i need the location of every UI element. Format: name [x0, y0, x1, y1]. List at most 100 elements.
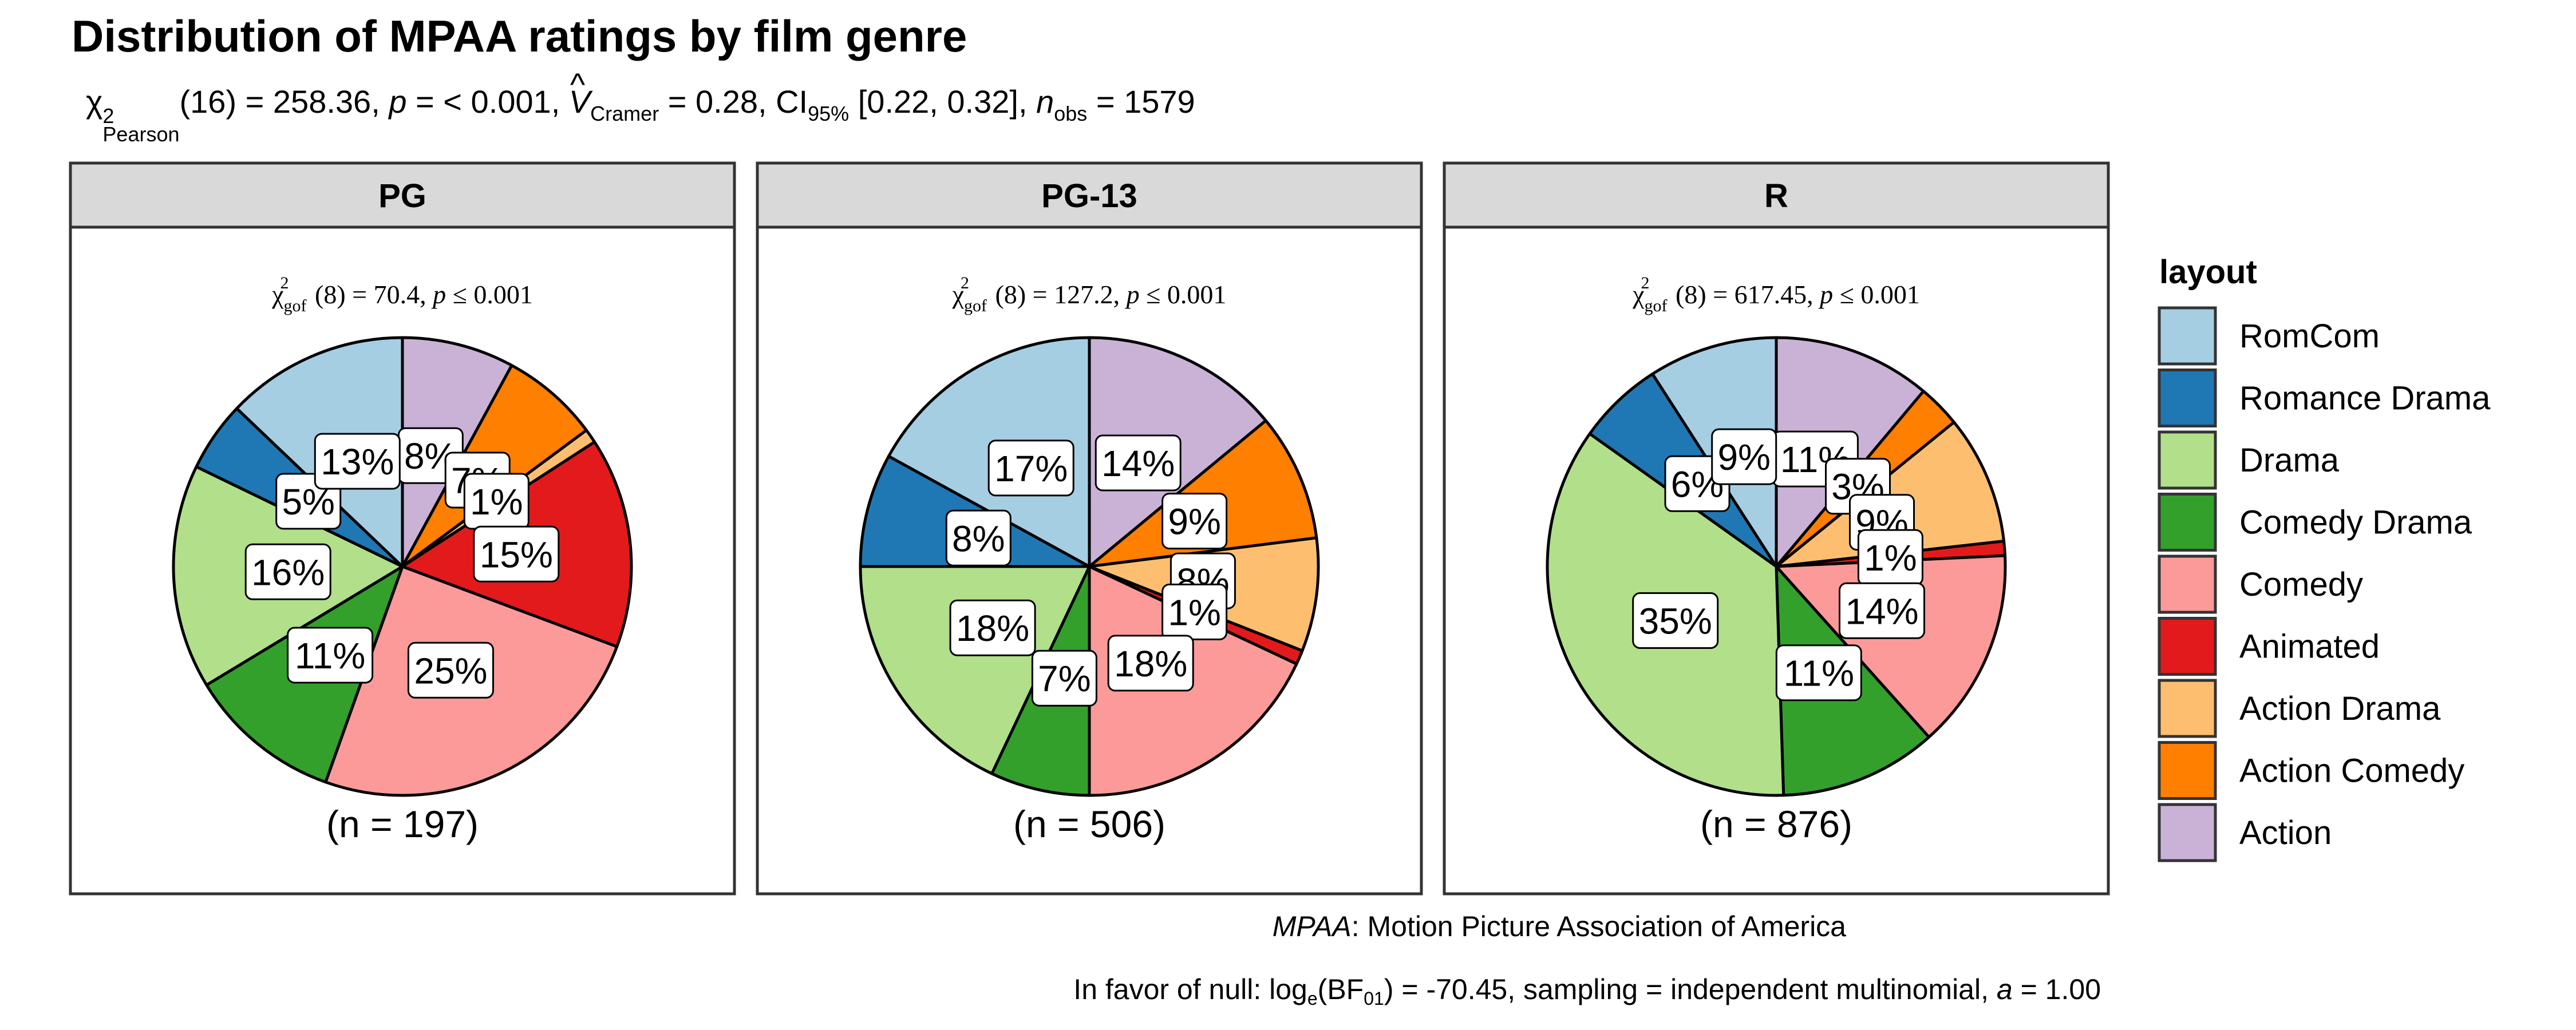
- bf-log-sub: e: [1307, 988, 1318, 1009]
- legend-key-animated: [2158, 617, 2217, 676]
- chart-title: Distribution of MPAA ratings by film gen…: [72, 11, 967, 61]
- legend-item-action-drama: Action Drama: [2158, 679, 2441, 738]
- pie-label-pg-13-comedy-drama: 7%: [1031, 649, 1097, 707]
- bf-bf: (BF: [1317, 973, 1364, 1005]
- svg-text:1%: 1%: [470, 481, 523, 522]
- legend-item-comedy-drama: Comedy Drama: [2158, 493, 2472, 552]
- legend-key-action: [2158, 803, 2217, 862]
- legend-label-comedy-drama: Comedy Drama: [2239, 504, 2472, 541]
- legend-item-romance-drama: Romance Drama: [2158, 369, 2491, 427]
- pie-label-pg-action-drama: 1%: [463, 473, 530, 530]
- pie-slice-r-comedy: [1775, 554, 2007, 739]
- panel-n-label-r: (n = 876): [1700, 803, 1852, 845]
- gof-pval: ≤ 0.001: [1140, 280, 1227, 309]
- n-symbol: n: [1036, 84, 1054, 120]
- gof-chi-sup: 2: [280, 274, 289, 292]
- svg-text:15%: 15%: [480, 534, 553, 575]
- svg-text:11%: 11%: [1784, 653, 1854, 694]
- svg-text:18%: 18%: [1114, 643, 1187, 684]
- caption-mpaa-text: : Motion Picture Association of America: [1351, 910, 1846, 942]
- panel-strip-r: [1443, 161, 2110, 229]
- pie-label-r-romcom: 9%: [1711, 428, 1777, 485]
- svg-text:14%: 14%: [1101, 443, 1175, 484]
- gof-chi-sub: gof: [964, 296, 987, 315]
- gof-stat-pg: χgof 2 (8) = 70.4, p ≤ 0.001: [271, 274, 533, 315]
- svg-text:25%: 25%: [414, 650, 487, 691]
- bf-sub: 01: [1364, 988, 1384, 1009]
- chart-subtitle: χ 2 Pearson (16) = 258.36, p = < 0.001, ^ VC…: [86, 69, 1195, 145]
- gof-p: p: [431, 280, 446, 309]
- legend-item-action: Action: [2158, 803, 2332, 862]
- gof-chi-sup: 2: [1641, 274, 1650, 292]
- legend-label-romance-drama: Romance Drama: [2239, 380, 2491, 417]
- panel-strip-pg-13: [756, 161, 1423, 229]
- legend-item-comedy: Comedy: [2158, 554, 2363, 614]
- panel-strip-pg: [69, 161, 736, 229]
- legend: layout RomCom Romance Drama Drama Comedy Dra…: [2158, 253, 2491, 862]
- n-sub: obs: [1054, 102, 1088, 125]
- bayes-factor-caption: In favor of null: loge(BF01) = -70.45, s…: [1073, 973, 2101, 1009]
- legend-key-action-drama: [2158, 679, 2217, 738]
- pie-label-pg-animated: 15%: [473, 525, 560, 583]
- legend-label-animated: Animated: [2239, 628, 2380, 665]
- svg-text:11%: 11%: [295, 635, 365, 676]
- legend-label-action: Action: [2239, 814, 2332, 851]
- bf-end: = 1.00: [2012, 973, 2101, 1005]
- legend-label-romcom: RomCom: [2239, 318, 2380, 355]
- panel-n-label-pg: (n = 197): [326, 803, 479, 845]
- gof-chi-sub: gof: [1645, 296, 1668, 315]
- legend-key-romance-drama: [2158, 369, 2217, 427]
- v-symbol: V: [568, 84, 591, 120]
- gof-df: (8): [989, 280, 1026, 309]
- legend-key-action-comedy: [2158, 741, 2217, 800]
- pie-label-pg-13-romance-drama: 8%: [945, 509, 1012, 566]
- legend-item-drama: Drama: [2158, 430, 2340, 490]
- pie-label-pg-13-drama: 18%: [949, 599, 1036, 656]
- bf-a: a: [1996, 973, 2013, 1005]
- ci-sub: 95%: [808, 102, 850, 125]
- legend-key-romcom: [2158, 306, 2217, 366]
- chi-sub: Pearson: [102, 122, 180, 146]
- legend-item-animated: Animated: [2158, 617, 2380, 676]
- gof-statval: = 70.4,: [346, 280, 433, 309]
- svg-text:8%: 8%: [952, 518, 1005, 559]
- svg-text:1%: 1%: [1168, 592, 1221, 633]
- pie-label-r-animated: 1%: [1857, 529, 1923, 586]
- legend-item-romcom: RomCom: [2158, 306, 2380, 366]
- svg-text:9%: 9%: [1168, 501, 1221, 542]
- pie-label-pg-13-comedy: 18%: [1107, 635, 1194, 692]
- gof-stat-r: χgof 2 (8) = 617.45, p ≤ 0.001: [1632, 274, 1920, 315]
- gof-df: (8): [1669, 280, 1706, 309]
- n-text: = 1579: [1087, 84, 1195, 120]
- legend-key-comedy: [2158, 554, 2217, 614]
- panel-strip-label-pg-13: PG-13: [1041, 177, 1137, 215]
- gof-statval: = 617.45,: [1706, 280, 1820, 309]
- legend-label-comedy: Comedy: [2239, 566, 2363, 603]
- pie-label-r-comedy: 14%: [1839, 582, 1925, 639]
- pie-label-r-comedy-drama: 11%: [1775, 644, 1862, 702]
- panel-n-label-pg-13: (n = 506): [1013, 803, 1165, 845]
- gof-chi: χ: [1632, 280, 1645, 309]
- gof-stat-pg-13: χgof 2 (8) = 127.2, p ≤ 0.001: [952, 274, 1227, 315]
- bf-pre: In favor of null: log: [1073, 973, 1307, 1005]
- pie-label-r-drama: 35%: [1632, 592, 1719, 649]
- p-text: = < 0.001,: [406, 84, 569, 120]
- svg-text:17%: 17%: [994, 448, 1068, 489]
- svg-text:13%: 13%: [321, 441, 394, 482]
- v-hat: ^: [570, 66, 586, 102]
- legend-label-action-drama: Action Drama: [2239, 690, 2441, 727]
- gof-chi: χ: [271, 280, 284, 309]
- legend-item-action-comedy: Action Comedy: [2158, 741, 2464, 800]
- gof-statval: = 127.2,: [1026, 280, 1126, 309]
- chi-sup: 2: [102, 104, 114, 128]
- legend-label-action-comedy: Action Comedy: [2239, 752, 2464, 790]
- pie-label-pg-comedy-drama: 11%: [287, 627, 374, 684]
- chi-supsub: 2 Pearson: [102, 106, 179, 145]
- gof-pval: ≤ 0.001: [1833, 280, 1920, 309]
- pie-label-pg-13-action: 14%: [1095, 434, 1182, 492]
- panel-strip-label-r: R: [1764, 177, 1788, 215]
- legend-key-comedy-drama: [2158, 493, 2217, 552]
- gof-df: (8): [309, 280, 346, 309]
- chart-caption: MPAA: Motion Picture Association of Amer…: [1273, 910, 1846, 943]
